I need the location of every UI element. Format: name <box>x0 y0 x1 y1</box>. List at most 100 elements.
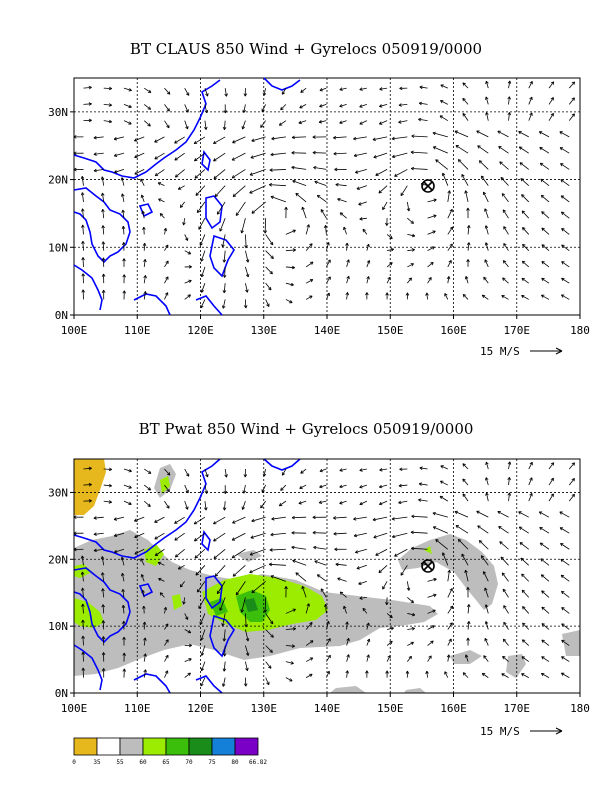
wind-vector-head <box>540 574 545 578</box>
wind-vector-head <box>571 113 575 117</box>
wind-vector-head <box>432 526 437 530</box>
wind-vector-head <box>433 198 437 202</box>
wind-vector <box>419 86 428 89</box>
wind-vector <box>175 548 185 558</box>
wind-vector-head <box>462 463 466 467</box>
wind-vector-head <box>541 211 545 215</box>
wind-vector-head <box>80 192 85 196</box>
wind-vector-head <box>268 183 273 187</box>
wind-vector <box>93 169 104 172</box>
wind-vector <box>462 463 469 470</box>
wind-vector <box>375 169 388 176</box>
wind-vector <box>339 104 347 107</box>
wind-vector <box>362 228 368 235</box>
wind-vector <box>502 638 509 646</box>
wind-vector-head <box>199 621 203 625</box>
wind-vector-head <box>480 555 485 559</box>
wind-vector <box>518 146 529 154</box>
wind-vector <box>313 166 327 170</box>
wind-vector-head <box>502 260 507 264</box>
wind-vector-head <box>485 80 489 85</box>
wind-vector <box>122 605 125 614</box>
wind-vector <box>366 638 370 646</box>
wind-vector <box>143 637 146 646</box>
wind-vector-head <box>518 526 523 530</box>
wind-vector-head <box>432 230 436 234</box>
wind-vector <box>561 672 570 678</box>
bottom-map-panel: 30N 20N 10N 0N 100E 110E 120E 130E 140E 150E 160E 1… <box>48 458 590 738</box>
wind-vector <box>346 654 350 662</box>
wind-vector-head <box>529 81 533 85</box>
wind-vector-head <box>345 242 349 246</box>
wind-vector-head <box>100 176 105 180</box>
wind-vector-head <box>571 462 576 466</box>
wind-vector-head <box>389 614 393 619</box>
wind-vector <box>219 597 226 611</box>
wind-vector-head <box>166 124 170 129</box>
wind-vector-head <box>216 211 221 215</box>
wind-vector-head <box>292 248 296 252</box>
wind-vector <box>465 654 469 662</box>
wind-vector-head <box>520 178 524 182</box>
wind-vector-head <box>179 204 184 208</box>
wind-vector-head <box>100 192 105 196</box>
wind-vector-head <box>222 653 227 657</box>
wind-vector <box>559 527 570 534</box>
wind-vector-head <box>529 461 533 466</box>
wind-vector-head <box>571 97 575 101</box>
wind-vector <box>440 84 448 89</box>
wind-vector <box>386 640 393 646</box>
wind-vector <box>213 516 226 525</box>
wind-vector-head <box>278 502 283 507</box>
wind-vector-head <box>232 573 237 577</box>
wind-vector-head <box>108 119 112 124</box>
wind-vector-head <box>379 104 383 108</box>
wind-vector <box>359 120 368 125</box>
wind-vector <box>386 262 393 268</box>
wind-vector-head <box>73 135 77 139</box>
wind-vector <box>114 152 125 157</box>
wind-vector-head <box>345 621 349 625</box>
wind-vector <box>561 211 570 219</box>
wind-vector <box>568 462 575 470</box>
wind-vector-head <box>462 478 466 482</box>
wind-vector <box>498 526 509 534</box>
wind-vector <box>243 484 246 494</box>
wind-vector <box>251 581 266 594</box>
wind-vector-head <box>400 572 404 576</box>
wind-vector <box>122 209 125 219</box>
wind-vector-head <box>194 175 198 179</box>
wind-vector-head <box>478 540 483 544</box>
wind-vector-head <box>411 612 416 617</box>
wind-vector-head <box>147 89 152 93</box>
colorbar-label: 65 <box>162 759 170 766</box>
wind-vector <box>407 641 414 646</box>
wind-vector-head <box>185 125 189 130</box>
wind-vector-head <box>154 552 159 557</box>
wind-vector <box>467 621 470 630</box>
wind-vector <box>346 276 350 284</box>
wind-vector <box>333 152 347 155</box>
wind-vector-head <box>165 623 169 627</box>
wind-vector-head <box>435 539 439 543</box>
wind-vector <box>245 266 249 278</box>
wind-vector-head <box>81 651 85 655</box>
wind-vector-head <box>121 604 126 609</box>
wind-vector-head <box>497 511 501 515</box>
wind-vector <box>222 299 226 309</box>
wind-vector <box>539 162 550 170</box>
wind-vector-head <box>221 244 225 248</box>
wind-vector <box>285 282 294 286</box>
wind-vector <box>326 638 331 646</box>
wind-vector <box>154 152 165 160</box>
wind-vector <box>93 532 104 535</box>
lon-label: 180 <box>570 702 590 715</box>
wind-vector <box>528 493 533 502</box>
wind-vector-head <box>174 537 178 541</box>
wind-vector <box>455 525 469 534</box>
wind-vector <box>521 656 530 662</box>
wind-vector-head <box>444 293 448 297</box>
wind-vector <box>353 516 367 520</box>
wind-vector <box>93 548 104 552</box>
wind-vector-head <box>121 209 125 213</box>
